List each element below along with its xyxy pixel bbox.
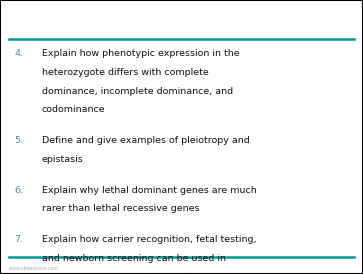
Text: epistasis: epistasis bbox=[42, 155, 83, 164]
Text: Explain how carrier recognition, fetal testing,: Explain how carrier recognition, fetal t… bbox=[42, 235, 256, 244]
Text: codominance: codominance bbox=[42, 105, 105, 114]
Text: 4.: 4. bbox=[15, 49, 24, 58]
Text: genetic screening and counseling: genetic screening and counseling bbox=[42, 273, 201, 274]
Text: rarer than lethal recessive genes: rarer than lethal recessive genes bbox=[42, 204, 199, 213]
Text: heterozygote differs with complete: heterozygote differs with complete bbox=[42, 68, 208, 77]
Text: Define and give examples of pleiotropy and: Define and give examples of pleiotropy a… bbox=[42, 136, 249, 145]
Text: Explain why lethal dominant genes are much: Explain why lethal dominant genes are mu… bbox=[42, 186, 257, 195]
Text: Explain how phenotypic expression in the: Explain how phenotypic expression in the bbox=[42, 49, 239, 58]
Text: dominance, incomplete dominance, and: dominance, incomplete dominance, and bbox=[42, 87, 233, 96]
Text: 6.: 6. bbox=[15, 186, 24, 195]
Text: 5.: 5. bbox=[15, 136, 24, 145]
Text: www.slideshare.com: www.slideshare.com bbox=[9, 266, 59, 271]
Text: and newborn screening can be used in: and newborn screening can be used in bbox=[42, 254, 226, 263]
Text: 7.: 7. bbox=[15, 235, 24, 244]
